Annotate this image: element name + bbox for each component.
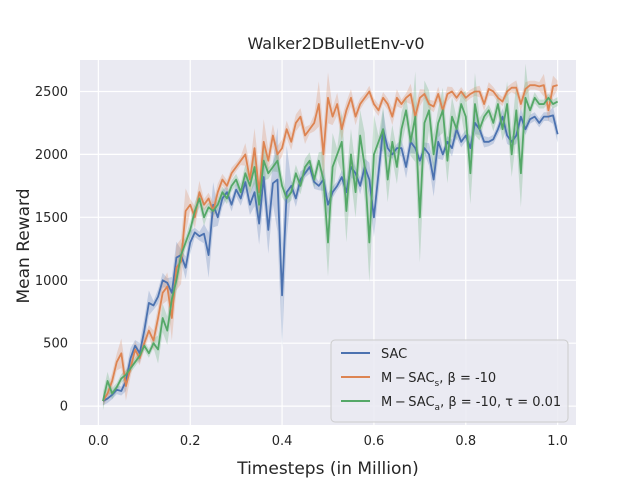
legend-label-1: M − SACs, β = -10 [381, 371, 496, 389]
x-tick-label: 0.2 [180, 434, 201, 449]
x-tick-label: 0.0 [88, 434, 109, 449]
legend-label-0: SAC [381, 347, 407, 362]
x-tick-label: 0.4 [272, 434, 293, 449]
band-series-2 [102, 63, 558, 411]
x-axis-ticks: 0.0 0.2 0.4 0.6 0.8 1.0 [88, 434, 568, 449]
band-series-0 [102, 106, 558, 406]
confidence-bands [102, 63, 558, 411]
x-tick-label: 1.0 [547, 434, 568, 449]
x-axis-label: Timesteps (in Million) [236, 459, 419, 479]
x-tick-label: 0.6 [364, 434, 385, 449]
y-axis-label: Mean Reward [14, 188, 34, 303]
y-tick-label: 2000 [35, 148, 68, 163]
y-axis-ticks: 0 500 1000 1500 2000 2500 [35, 85, 68, 415]
y-tick-label: 1500 [35, 211, 68, 226]
y-tick-label: 2500 [35, 85, 68, 100]
x-tick-label: 0.8 [455, 434, 476, 449]
series-lines [102, 84, 559, 402]
legend-label-2: M − SACa, β = -10, τ = 0.01 [381, 395, 561, 413]
y-tick-label: 1000 [35, 274, 68, 289]
legend-box [330, 339, 569, 423]
chart-title: Walker2DBulletEnv-v0 [247, 34, 424, 53]
line-series-2 [102, 96, 559, 402]
y-tick-label: 500 [43, 337, 68, 352]
y-tick-label: 0 [60, 400, 68, 415]
legend: SAC M − SACs, β = -10 M − SACa, β = -10, τ… [330, 339, 569, 423]
